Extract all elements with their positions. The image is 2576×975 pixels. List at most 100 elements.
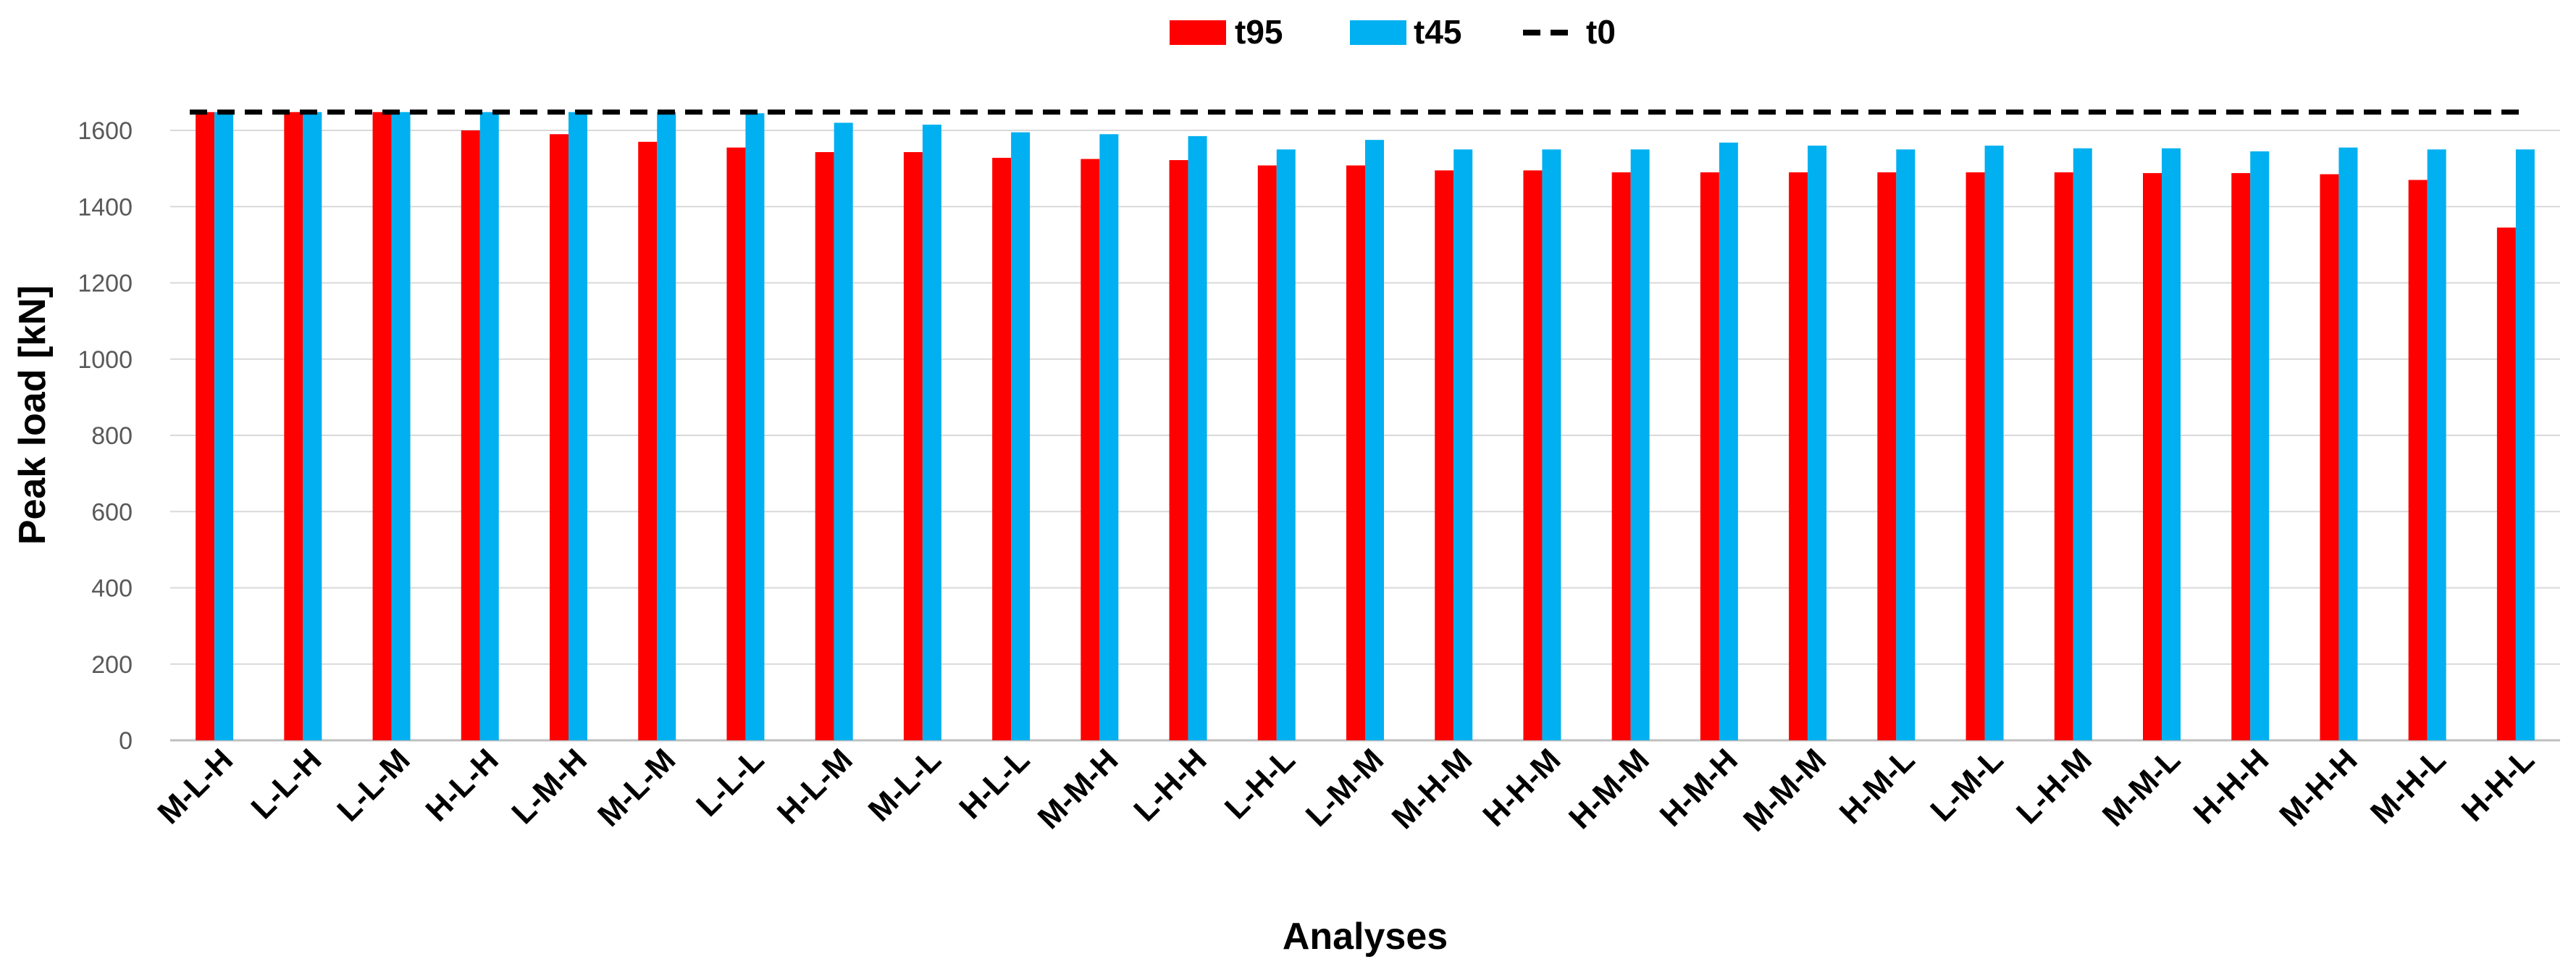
legend: t95 t45 t0 <box>1170 13 1616 51</box>
x-tick-label: H-L-L <box>952 742 1036 826</box>
x-tick-label: H-L-H <box>419 742 505 828</box>
x-tick-label: M-L-M <box>591 742 682 833</box>
bar-t95 <box>2143 172 2162 740</box>
y-tick-label: 400 <box>91 575 133 603</box>
x-tick-label: H-M-M <box>1562 742 1656 836</box>
x-tick-label: L-H-L <box>1218 742 1302 826</box>
bar-t95 <box>372 112 392 741</box>
bar-t45 <box>2073 148 2092 740</box>
x-tick-label: M-M-M <box>1737 742 1833 838</box>
bar-t45 <box>1365 140 1384 740</box>
bar-t95 <box>726 147 746 740</box>
y-tick-label: 800 <box>91 422 133 450</box>
bar-t45 <box>2162 148 2181 740</box>
bar-t45 <box>922 125 941 740</box>
bar-t95 <box>196 112 215 741</box>
bar-t45 <box>1808 146 1827 741</box>
x-tick-label: M-L-L <box>862 742 948 828</box>
y-axis-ticks: 0 200 400 600 800 1000 1200 1400 1600 <box>77 117 133 755</box>
x-tick-label: M-H-M <box>1385 742 1480 836</box>
bar-t95 <box>1435 170 1454 741</box>
x-tick-label: L-L-L <box>689 742 771 823</box>
bar-t95 <box>1257 165 1277 741</box>
bar-t45 <box>569 112 587 741</box>
bar-t45 <box>1188 135 1207 741</box>
bar-t95 <box>1081 159 1100 740</box>
x-tick-label: L-M-L <box>1923 742 2010 828</box>
x-tick-label: M-M-H <box>1031 742 1125 836</box>
x-tick-label: H-L-M <box>771 742 860 831</box>
bar-t95 <box>1789 172 1808 740</box>
legend-label-t0: t0 <box>1586 13 1616 51</box>
y-tick-label: 0 <box>119 727 133 755</box>
bar-t95 <box>2320 174 2339 741</box>
x-axis-title: Analyses <box>1283 916 1448 958</box>
bar-t95 <box>2231 172 2251 740</box>
y-tick-label: 1600 <box>77 117 133 145</box>
x-tick-label: L-H-H <box>1127 742 1213 828</box>
legend-label-t45: t45 <box>1414 13 1461 51</box>
x-tick-label: L-M-H <box>505 742 594 831</box>
bar-t45 <box>303 112 322 741</box>
bar-t95 <box>2408 180 2428 741</box>
x-tick-label: H-M-H <box>1653 742 1745 833</box>
y-tick-label: 200 <box>91 651 133 679</box>
bar-t95 <box>2496 227 2516 741</box>
bar-t95 <box>1169 160 1188 741</box>
bars <box>196 112 2535 741</box>
bar-t45 <box>214 112 234 741</box>
x-tick-label: H-H-M <box>1476 742 1567 833</box>
bar-t95 <box>2054 172 2073 740</box>
bar-t45 <box>1896 149 1916 740</box>
bar-t95 <box>1700 172 1719 740</box>
x-tick-label: H-H-H <box>2187 742 2276 831</box>
bar-t95 <box>992 157 1012 740</box>
bar-t45 <box>1453 149 1473 740</box>
y-tick-label: 600 <box>91 498 133 526</box>
y-tick-label: 1200 <box>77 270 133 298</box>
bar-t45 <box>2250 151 2270 741</box>
bar-t45 <box>391 112 411 741</box>
bar-t95 <box>1611 172 1631 740</box>
bar-t45 <box>834 122 853 741</box>
legend-label-t95: t95 <box>1235 13 1283 51</box>
bar-t95 <box>1965 172 1985 740</box>
bar-t95 <box>461 130 480 740</box>
bar-t95 <box>1523 170 1543 741</box>
x-tick-label: L-M-M <box>1299 742 1390 833</box>
bar-t45 <box>1542 149 1561 740</box>
bar-t45 <box>2427 149 2446 740</box>
x-tick-label: M-M-L <box>2096 742 2187 833</box>
bar-t45 <box>1630 149 1650 740</box>
x-tick-label: H-M-L <box>1833 742 1922 831</box>
bar-t45 <box>1719 142 1738 741</box>
x-tick-label: M-L-H <box>151 742 240 831</box>
bar-t45 <box>657 112 676 741</box>
x-tick-label: L-H-M <box>2010 742 2099 831</box>
x-axis-ticks: M-L-H L-L-H L-L-M H-L-H L-M-HM-L-M L-L-L H-L-M… <box>151 742 2541 838</box>
bar-t45 <box>1099 134 1119 740</box>
bar-t95 <box>815 151 834 741</box>
bar-t45 <box>1276 149 1296 740</box>
bar-t45 <box>1984 146 2004 741</box>
bar-t45 <box>2515 149 2535 740</box>
bar-t45 <box>2338 147 2358 740</box>
x-tick-label: M-H-H <box>2273 742 2364 833</box>
bar-t95 <box>638 141 658 741</box>
y-tick-label: 1000 <box>77 346 133 374</box>
bar-t95 <box>284 112 303 741</box>
bar-t95 <box>1877 172 1897 740</box>
legend-swatch-t45 <box>1350 20 1406 45</box>
y-axis-title: Peak load [kN] <box>12 285 54 545</box>
legend-swatch-t95 <box>1170 20 1226 45</box>
bar-t45 <box>479 112 499 741</box>
bar-t95 <box>1346 165 1365 741</box>
x-tick-label: M-H-L <box>2364 742 2453 831</box>
x-tick-label: L-L-H <box>245 742 329 826</box>
bar-t45 <box>745 113 765 741</box>
x-tick-label: L-L-M <box>330 742 416 828</box>
bar-t45 <box>1011 132 1031 741</box>
bar-t95 <box>903 151 923 741</box>
x-tick-label: H-H-L <box>2455 742 2541 828</box>
